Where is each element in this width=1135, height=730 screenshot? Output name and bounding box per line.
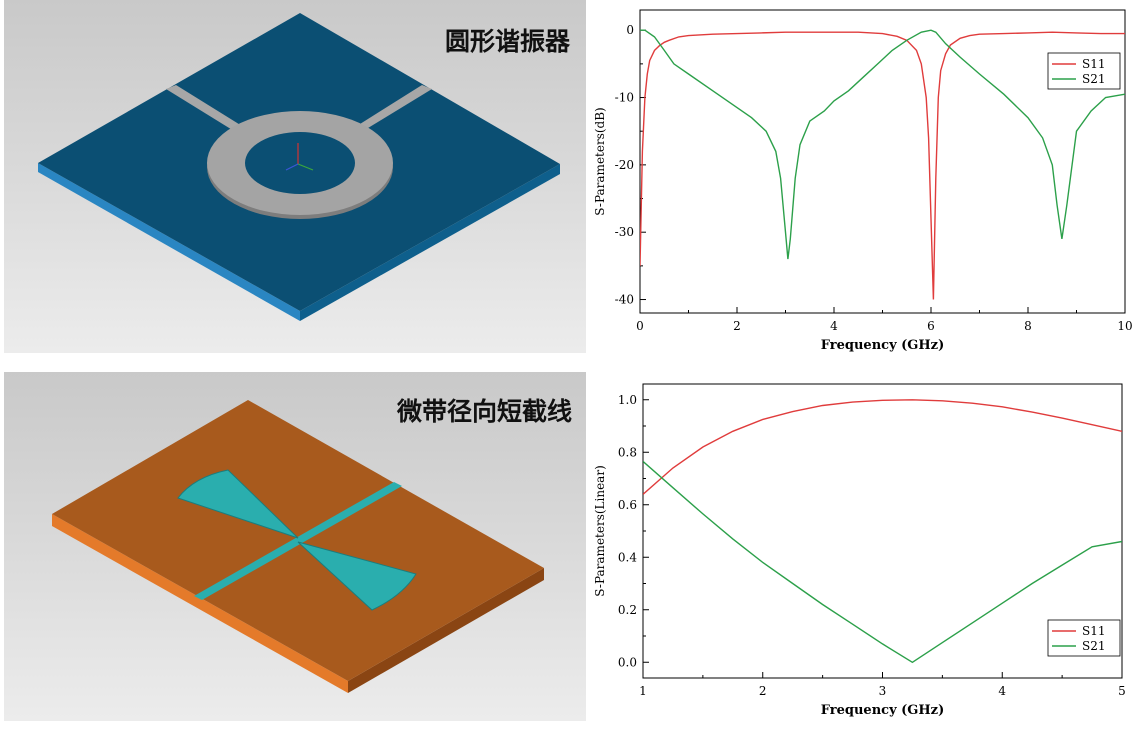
substrate-right-edge — [348, 568, 544, 693]
s-parameter-linear-chart: 1 2 3 4 5 0.0 0.2 0.4 0.6 0.8 1.0 Frequency (GHz) S-… — [590, 372, 1135, 726]
y-tick-label: -10 — [615, 91, 634, 105]
x-tick-label: 3 — [879, 684, 887, 698]
legend-label: S21 — [1082, 639, 1106, 653]
ring-inner-hole — [245, 132, 355, 194]
legend-box — [1047, 52, 1121, 90]
y-tick-label: 0 — [626, 23, 634, 37]
y-tick-label: 0.2 — [618, 603, 637, 617]
x-tick-label: 8 — [1024, 319, 1032, 333]
axis-gizmo-icon — [285, 143, 314, 171]
radial-stub-upper — [177, 469, 299, 539]
view-title: 微带径向短截线 — [396, 397, 572, 426]
s-parameter-db-chart: 0 2 4 6 8 10 0 -10 -20 -30 -40 Frequency (GHz) S-Par… — [590, 0, 1135, 360]
x-axis-label: Frequency (GHz) — [821, 703, 944, 718]
y-axis-label: S-Parameters(Linear) — [593, 465, 607, 596]
y-axis-label: S-Parameters(dB) — [593, 107, 607, 215]
substrate-right-edge — [300, 164, 560, 321]
y-tick-label: 0.4 — [618, 550, 637, 564]
radial-stub-lower — [297, 541, 417, 611]
x-tick-label: 2 — [733, 319, 741, 333]
x-tick-label: 5 — [1118, 684, 1126, 698]
y-tick-label: -40 — [615, 293, 634, 307]
legend-box — [1047, 619, 1121, 657]
x-tick-label: 4 — [830, 319, 838, 333]
circular-resonator-model — [38, 13, 560, 321]
legend-label: S11 — [1082, 57, 1106, 71]
y-tick-label: 0.8 — [618, 445, 637, 459]
circular-resonator-view: 圆形谐振器 — [4, 0, 586, 353]
x-tick-label: 1 — [639, 684, 647, 698]
x-tick-label: 2 — [759, 684, 767, 698]
series-line-s21 — [643, 460, 1122, 664]
y-tick-label: 0.0 — [618, 655, 637, 669]
feed-line-left — [166, 85, 242, 131]
s-parameter-linear-plot: 1 2 3 4 5 0.0 0.2 0.4 0.6 0.8 1.0 Frequency (GHz) S-… — [593, 383, 1126, 718]
series-line-s11 — [643, 399, 1122, 495]
series-line-s21 — [640, 29, 1125, 260]
x-tick-label: 6 — [927, 319, 935, 333]
y-tick-label: -30 — [615, 225, 634, 239]
x-tick-label: 4 — [998, 684, 1006, 698]
legend-label: S21 — [1082, 72, 1106, 86]
x-tick-label: 0 — [636, 319, 644, 333]
substrate-front-edge — [38, 163, 300, 321]
y-tick-label: -20 — [615, 158, 634, 172]
y-tick-label: 1.0 — [618, 393, 637, 407]
x-axis-label: Frequency (GHz) — [821, 338, 944, 353]
view-title: 圆形谐振器 — [444, 27, 570, 56]
radial-stub-view: 微带径向短截线 — [4, 372, 586, 721]
feed-line-right — [360, 85, 432, 128]
radial-stub-model — [52, 400, 544, 693]
y-tick-label: 0.6 — [618, 498, 637, 512]
microstrip-line — [194, 482, 402, 600]
legend-label: S11 — [1082, 624, 1106, 638]
x-tick-label: 10 — [1117, 319, 1132, 333]
s-parameter-db-plot: 0 2 4 6 8 10 0 -10 -20 -30 -40 Frequency (GHz) S-Par… — [593, 9, 1133, 353]
substrate-front-edge — [52, 514, 348, 693]
